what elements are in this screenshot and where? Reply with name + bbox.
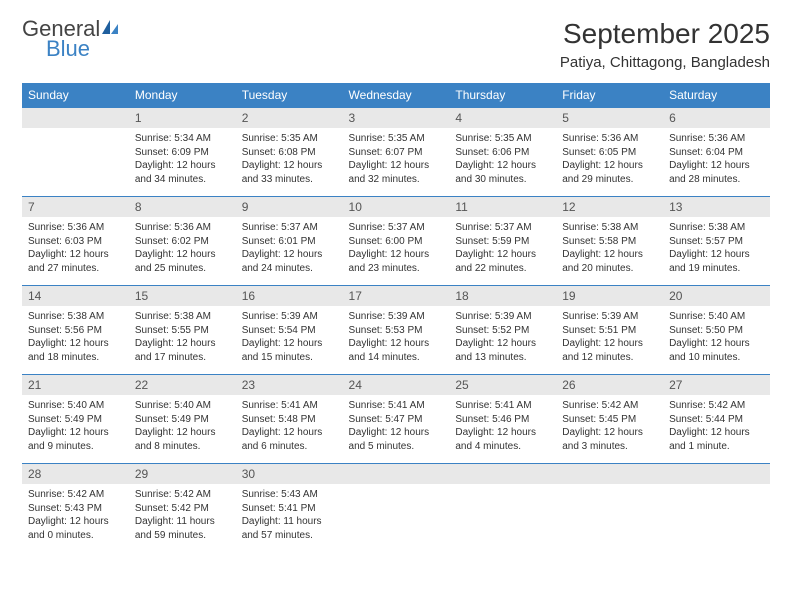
day-cell: Sunrise: 5:35 AMSunset: 6:08 PMDaylight:…: [236, 128, 343, 197]
day-number: 2: [236, 108, 343, 129]
daynum-row: 123456: [22, 108, 770, 129]
day-cell: Sunrise: 5:35 AMSunset: 6:07 PMDaylight:…: [343, 128, 450, 197]
day-number: 16: [236, 286, 343, 307]
content-row: Sunrise: 5:38 AMSunset: 5:56 PMDaylight:…: [22, 306, 770, 375]
day-number: 9: [236, 197, 343, 218]
day-cell: Sunrise: 5:37 AMSunset: 6:00 PMDaylight:…: [343, 217, 450, 286]
day-cell: Sunrise: 5:42 AMSunset: 5:43 PMDaylight:…: [22, 484, 129, 552]
logo-text: General Blue: [22, 18, 120, 60]
day-number: [343, 464, 450, 485]
location: Patiya, Chittagong, Bangladesh: [560, 54, 770, 71]
logo-sail-icon: [100, 18, 120, 40]
day-cell: [556, 484, 663, 552]
day-cell: Sunrise: 5:36 AMSunset: 6:02 PMDaylight:…: [129, 217, 236, 286]
day-cell: Sunrise: 5:36 AMSunset: 6:04 PMDaylight:…: [663, 128, 770, 197]
day-cell: [22, 128, 129, 197]
day-number: 24: [343, 375, 450, 396]
day-number: 10: [343, 197, 450, 218]
calendar-body: 123456Sunrise: 5:34 AMSunset: 6:09 PMDay…: [22, 108, 770, 553]
day-number: 20: [663, 286, 770, 307]
day-cell: Sunrise: 5:43 AMSunset: 5:41 PMDaylight:…: [236, 484, 343, 552]
logo: General Blue: [22, 18, 120, 60]
daynum-row: 14151617181920: [22, 286, 770, 307]
day-cell: Sunrise: 5:42 AMSunset: 5:45 PMDaylight:…: [556, 395, 663, 464]
day-cell: [449, 484, 556, 552]
day-number: 5: [556, 108, 663, 129]
day-number: 3: [343, 108, 450, 129]
day-cell: Sunrise: 5:38 AMSunset: 5:57 PMDaylight:…: [663, 217, 770, 286]
day-number: 12: [556, 197, 663, 218]
day-number: [663, 464, 770, 485]
content-row: Sunrise: 5:40 AMSunset: 5:49 PMDaylight:…: [22, 395, 770, 464]
day-header: Friday: [556, 83, 663, 108]
day-cell: Sunrise: 5:42 AMSunset: 5:44 PMDaylight:…: [663, 395, 770, 464]
day-cell: Sunrise: 5:37 AMSunset: 5:59 PMDaylight:…: [449, 217, 556, 286]
day-number: [556, 464, 663, 485]
day-number: 28: [22, 464, 129, 485]
day-number: 30: [236, 464, 343, 485]
month-title: September 2025: [560, 18, 770, 50]
day-cell: Sunrise: 5:37 AMSunset: 6:01 PMDaylight:…: [236, 217, 343, 286]
day-header: Monday: [129, 83, 236, 108]
day-number: 27: [663, 375, 770, 396]
day-number: 7: [22, 197, 129, 218]
day-header: Tuesday: [236, 83, 343, 108]
daynum-row: 21222324252627: [22, 375, 770, 396]
content-row: Sunrise: 5:34 AMSunset: 6:09 PMDaylight:…: [22, 128, 770, 197]
day-number: 14: [22, 286, 129, 307]
day-number: 17: [343, 286, 450, 307]
day-cell: Sunrise: 5:40 AMSunset: 5:49 PMDaylight:…: [22, 395, 129, 464]
calendar-table: Sunday Monday Tuesday Wednesday Thursday…: [22, 83, 770, 552]
day-cell: Sunrise: 5:35 AMSunset: 6:06 PMDaylight:…: [449, 128, 556, 197]
day-number: 11: [449, 197, 556, 218]
day-cell: [343, 484, 450, 552]
day-cell: Sunrise: 5:39 AMSunset: 5:51 PMDaylight:…: [556, 306, 663, 375]
day-number: 21: [22, 375, 129, 396]
day-header: Thursday: [449, 83, 556, 108]
day-cell: Sunrise: 5:40 AMSunset: 5:49 PMDaylight:…: [129, 395, 236, 464]
day-number: 29: [129, 464, 236, 485]
title-block: September 2025 Patiya, Chittagong, Bangl…: [560, 18, 770, 71]
daynum-row: 78910111213: [22, 197, 770, 218]
day-number: 19: [556, 286, 663, 307]
header: General Blue September 2025 Patiya, Chit…: [22, 18, 770, 71]
day-cell: Sunrise: 5:38 AMSunset: 5:56 PMDaylight:…: [22, 306, 129, 375]
day-cell: Sunrise: 5:34 AMSunset: 6:09 PMDaylight:…: [129, 128, 236, 197]
daynum-row: 282930: [22, 464, 770, 485]
day-number: 1: [129, 108, 236, 129]
day-number: [449, 464, 556, 485]
day-cell: Sunrise: 5:38 AMSunset: 5:58 PMDaylight:…: [556, 217, 663, 286]
day-cell: Sunrise: 5:39 AMSunset: 5:52 PMDaylight:…: [449, 306, 556, 375]
day-cell: Sunrise: 5:40 AMSunset: 5:50 PMDaylight:…: [663, 306, 770, 375]
day-header: Saturday: [663, 83, 770, 108]
content-row: Sunrise: 5:42 AMSunset: 5:43 PMDaylight:…: [22, 484, 770, 552]
day-number: 25: [449, 375, 556, 396]
day-cell: Sunrise: 5:39 AMSunset: 5:53 PMDaylight:…: [343, 306, 450, 375]
day-cell: Sunrise: 5:41 AMSunset: 5:47 PMDaylight:…: [343, 395, 450, 464]
day-number: 6: [663, 108, 770, 129]
day-header: Sunday: [22, 83, 129, 108]
day-cell: Sunrise: 5:39 AMSunset: 5:54 PMDaylight:…: [236, 306, 343, 375]
content-row: Sunrise: 5:36 AMSunset: 6:03 PMDaylight:…: [22, 217, 770, 286]
day-cell: Sunrise: 5:41 AMSunset: 5:46 PMDaylight:…: [449, 395, 556, 464]
day-cell: Sunrise: 5:38 AMSunset: 5:55 PMDaylight:…: [129, 306, 236, 375]
day-cell: Sunrise: 5:42 AMSunset: 5:42 PMDaylight:…: [129, 484, 236, 552]
day-number: 8: [129, 197, 236, 218]
day-number: 26: [556, 375, 663, 396]
day-cell: Sunrise: 5:36 AMSunset: 6:03 PMDaylight:…: [22, 217, 129, 286]
day-number: 4: [449, 108, 556, 129]
day-number: 15: [129, 286, 236, 307]
day-number: 18: [449, 286, 556, 307]
day-header: Wednesday: [343, 83, 450, 108]
day-cell: Sunrise: 5:36 AMSunset: 6:05 PMDaylight:…: [556, 128, 663, 197]
day-cell: [663, 484, 770, 552]
logo-blue: Blue: [46, 38, 120, 60]
day-header-row: Sunday Monday Tuesday Wednesday Thursday…: [22, 83, 770, 108]
day-cell: Sunrise: 5:41 AMSunset: 5:48 PMDaylight:…: [236, 395, 343, 464]
day-number: [22, 108, 129, 129]
day-number: 22: [129, 375, 236, 396]
day-number: 23: [236, 375, 343, 396]
day-number: 13: [663, 197, 770, 218]
